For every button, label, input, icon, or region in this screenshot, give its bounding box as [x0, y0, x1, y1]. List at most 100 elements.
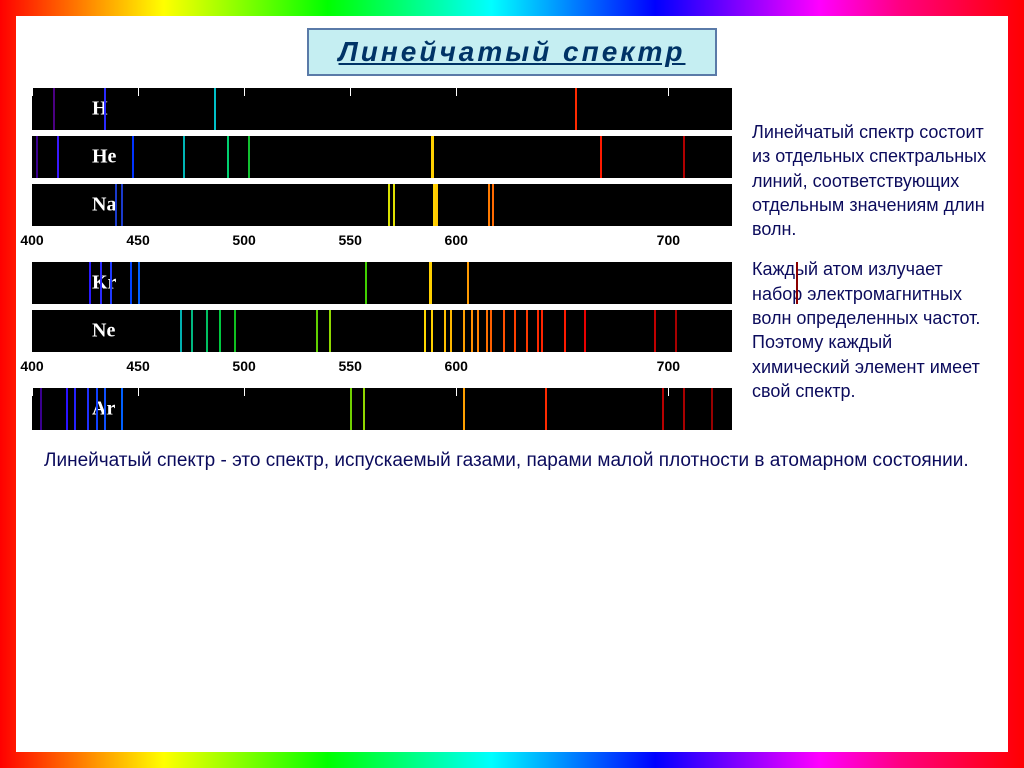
spectral-line — [463, 310, 465, 352]
scale-tick-label: 550 — [338, 232, 361, 248]
spectral-line — [110, 262, 112, 304]
spectral-line — [66, 388, 68, 430]
wavelength-scale: 400450500550600700 — [32, 358, 732, 380]
spectral-line — [675, 310, 677, 352]
main-row: HHeNa400450500550600700KrNe4004505005506… — [32, 88, 992, 436]
scale-tick-label: 400 — [20, 232, 43, 248]
page-title: Линейчатый спектр — [339, 36, 686, 67]
spectral-line — [526, 310, 528, 352]
spectral-line — [57, 136, 59, 178]
spectral-line — [435, 184, 438, 226]
spectral-line — [541, 310, 543, 352]
spectral-line — [40, 388, 42, 430]
spectral-line — [514, 310, 516, 352]
scale-tick-label: 600 — [445, 358, 468, 374]
spectral-line — [191, 310, 193, 352]
spectral-line — [492, 184, 494, 226]
element-label: Na — [92, 194, 116, 217]
spectral-line — [654, 310, 656, 352]
spectral-line — [575, 88, 577, 130]
scale-tick-label: 450 — [126, 232, 149, 248]
tick-mark — [244, 88, 245, 96]
spectral-line — [662, 388, 664, 430]
paragraph-1: Линейчатый спектр состоит из отдельных с… — [752, 120, 992, 241]
spectral-line — [183, 136, 185, 178]
element-label: Kr — [92, 272, 116, 295]
spectral-line — [316, 310, 318, 352]
spectral-line — [234, 310, 236, 352]
spectrum-Kr: Kr — [32, 262, 732, 304]
spectral-line — [796, 262, 798, 304]
spectra-column: HHeNa400450500550600700KrNe4004505005506… — [32, 88, 732, 436]
tick-mark — [32, 88, 33, 96]
title-box: Линейчатый спектр — [307, 28, 718, 76]
wavelength-scale: 400450500550600700 — [32, 232, 732, 254]
spectral-line — [393, 184, 395, 226]
spectral-line — [104, 388, 106, 430]
scale-tick-label: 400 — [20, 358, 43, 374]
spectral-line — [138, 262, 140, 304]
spectral-line — [584, 310, 586, 352]
spectral-line — [350, 388, 352, 430]
spectral-line — [388, 184, 390, 226]
spectral-line — [600, 136, 602, 178]
spectral-line — [227, 136, 229, 178]
spectral-line — [219, 310, 221, 352]
spectral-line — [490, 310, 492, 352]
spectral-line — [248, 136, 250, 178]
spectrum-Na: Na — [32, 184, 732, 226]
text-column: Линейчатый спектр состоит из отдельных с… — [752, 88, 992, 436]
spectral-line — [36, 136, 38, 178]
spectral-line — [121, 388, 123, 430]
spectral-line — [444, 310, 446, 352]
element-label: Ne — [92, 320, 115, 343]
spectral-line — [486, 310, 488, 352]
spectrum-H: H — [32, 88, 732, 130]
spectral-line — [683, 388, 685, 430]
spectral-line — [132, 136, 134, 178]
spectral-line — [471, 310, 473, 352]
spectral-line — [488, 184, 490, 226]
scale-tick-label: 500 — [232, 358, 255, 374]
tick-mark — [456, 388, 457, 396]
spectral-line — [711, 388, 713, 430]
spectrum-Ne: Ne — [32, 310, 732, 352]
scale-tick-label: 550 — [338, 358, 361, 374]
spectrum-He: He — [32, 136, 732, 178]
bottom-definition: Линейчатый спектр - это спектр, испускае… — [32, 448, 992, 474]
scale-tick-label: 700 — [657, 232, 680, 248]
spectral-line — [100, 262, 102, 304]
scale-tick-label: 700 — [657, 358, 680, 374]
tick-mark — [456, 88, 457, 96]
scale-tick-label: 600 — [445, 232, 468, 248]
spectral-line — [363, 388, 365, 430]
scale-tick-label: 500 — [232, 232, 255, 248]
tick-mark — [138, 388, 139, 396]
spectral-line — [89, 262, 91, 304]
spectral-line — [104, 88, 106, 130]
spectral-line — [564, 310, 566, 352]
spectral-line — [115, 184, 117, 226]
tick-mark — [138, 88, 139, 96]
spectral-line — [121, 184, 123, 226]
spectrum-Ar: Ar — [32, 388, 732, 430]
spectral-line — [74, 388, 76, 430]
spectral-line — [545, 388, 547, 430]
element-label: He — [92, 146, 116, 169]
spectral-line — [130, 262, 132, 304]
spectral-line — [329, 310, 331, 352]
spectral-line — [429, 262, 432, 304]
tick-mark — [668, 388, 669, 396]
content-area: Линейчатый спектр H He Na 400 450 500 550 600 70… — [16, 16, 1008, 752]
spectral-line — [87, 388, 89, 430]
spectral-line — [53, 88, 55, 130]
spectral-line — [96, 388, 98, 430]
spectral-line — [424, 310, 426, 352]
spectral-line — [365, 262, 367, 304]
spectral-line — [431, 136, 434, 178]
spectral-line — [503, 310, 505, 352]
spectral-line — [450, 310, 452, 352]
paragraph-2: Каждый атом излучает набор электромагнит… — [752, 257, 992, 403]
tick-mark — [244, 388, 245, 396]
spectral-line — [467, 262, 469, 304]
